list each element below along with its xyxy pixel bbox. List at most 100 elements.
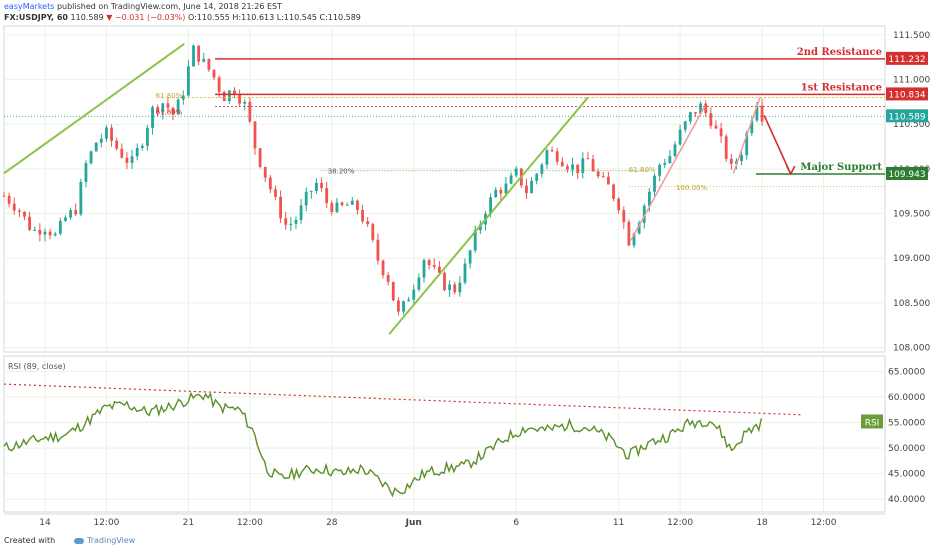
candle-body [299,205,303,220]
candle-body [673,144,677,157]
candle-body [330,203,334,213]
candle-body [99,138,103,143]
candle-body [586,158,590,160]
time-tick-label: 12:00 [93,518,119,528]
candle-body [694,112,697,114]
candle-body [192,45,195,67]
candle-body [94,142,98,152]
candle-body [581,158,585,174]
candle-body [729,158,733,164]
rsi-tick-label: 55.0000 [888,418,925,428]
candle-body [243,101,247,104]
analysis-overlays: 61.80% 61.80% 38.20% 61.80% 100.00% 2nd Resis… [3,43,885,335]
time-tick-label: 14 [39,518,51,528]
price-axis: 111.500111.000110.500110.000109.500109.0… [886,31,930,354]
candle-body [48,231,52,236]
candle-body [509,175,513,184]
candle-body [545,150,549,165]
candle-body [212,69,216,78]
price-tag-box [886,109,928,123]
candle-body [555,151,559,162]
candle-body [448,284,452,291]
time-tick-label: 12:00 [667,518,693,528]
tradingview-brand-label: TradingView [87,536,136,545]
tradingview-brand[interactable]: TradingView [74,536,135,545]
candle-body [325,188,329,204]
price-candles [2,44,764,316]
candle-body [601,176,605,178]
candle-body [704,103,708,114]
candle-body [724,136,728,159]
candle-body [125,157,129,163]
candle-body [642,205,646,223]
candle-body [745,133,749,156]
price-tick-label: 109.000 [893,254,930,264]
candle-body [596,171,600,177]
rsi-tick-label: 50.0000 [888,444,925,454]
candle-body [668,156,672,164]
level-annotation: Major Support [800,162,882,173]
candle-body [504,183,508,194]
candle-body [560,161,564,167]
rsi-pane-frame [3,355,886,513]
price-change: ▼ −0.031 (−0.03%) [106,13,186,22]
price-tick-label: 109.500 [893,210,930,220]
price-grid [3,25,886,353]
time-axis: 14 12:00 21 12:00 28 Jun 6 11 12:00 18 12:00 [4,513,885,528]
candle-body [340,202,344,206]
symbol-label[interactable]: FX:USDJPY, 60 [4,13,68,22]
candle-body [356,200,359,211]
candle-body [58,220,62,234]
fib-label: 38.20% [328,168,355,176]
candle-body [268,177,272,190]
candle-body [253,121,257,149]
candle-body [494,189,498,198]
rsi-tick-label: 45.0000 [888,470,925,480]
candle-body [69,210,72,218]
rsi-line [3,391,762,498]
candle-body [622,210,626,223]
price-tick-label: 111.500 [893,31,930,41]
candle-body [366,221,370,225]
price-tag-box [886,51,928,65]
candle-body [714,125,718,129]
rsi-tick-label: 40.0000 [888,495,925,505]
candle-body [632,233,636,246]
candle-body [740,155,743,162]
candle-body [647,191,651,206]
time-tick-label: 12:00 [237,518,263,528]
pattern-leg-1 [630,106,706,241]
price-tick-label: 108.000 [893,344,930,354]
candle-body [207,58,211,70]
candle-body [709,113,713,126]
candle-body [514,168,518,176]
rsi-tag-label: RSI [865,418,880,428]
candle-body [653,175,656,192]
pattern-leg-2 [732,97,761,174]
candle-body [115,140,119,149]
chart-header: easyMarkets published on TradingView.com… [0,0,932,26]
candle-body [258,148,262,167]
candle-body [2,195,6,197]
uptrend-arrow-2 [388,96,589,335]
candle-body [750,120,754,134]
last-price: 110.589 [70,13,104,22]
candle-body [345,204,349,206]
publisher-name[interactable]: easyMarkets [4,2,55,11]
candle-body [550,150,554,152]
uptrend-arrow-1 [3,43,185,175]
candle-body [458,282,462,293]
candle-body [151,107,154,128]
price-tag-box [886,87,928,101]
level-annotation: 2nd Resistance [797,47,882,58]
candle-body [530,180,533,194]
candle-body [89,151,93,164]
candle-body [432,265,436,267]
candle-body [284,218,288,225]
chart-footer: Created with TradingView [0,532,932,550]
candle-body [463,263,467,283]
created-with-text: Created with [4,536,56,545]
rsi-trendline [3,383,804,416]
publish-line: easyMarkets published on TradingView.com… [4,2,282,11]
